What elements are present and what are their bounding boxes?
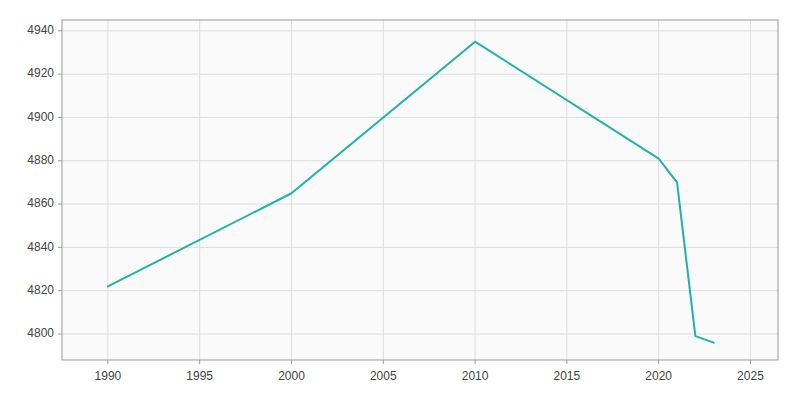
y-tick — [58, 334, 62, 335]
x-tick — [199, 360, 200, 364]
x-tick — [107, 360, 108, 364]
x-tick-label: 2005 — [370, 369, 397, 383]
grid-line-x — [199, 20, 200, 360]
line — [108, 42, 714, 343]
y-tick-label: 4840 — [27, 240, 54, 254]
grid-line-y — [62, 160, 778, 161]
x-tick-label: 2015 — [554, 369, 581, 383]
grid-line-y — [62, 334, 778, 335]
grid-line-x — [750, 20, 751, 360]
grid-line-y — [62, 74, 778, 75]
page: {"chart_data": {"type": "line", "x": [19… — [0, 0, 800, 400]
x-tick-label: 2000 — [278, 369, 305, 383]
x-tick-label: 1995 — [186, 369, 213, 383]
y-tick-label: 4880 — [27, 153, 54, 167]
grid-line-x — [658, 20, 659, 360]
grid-line-x — [566, 20, 567, 360]
x-tick-label: 2020 — [645, 369, 672, 383]
grid-line-y — [62, 247, 778, 248]
plot-frame — [62, 20, 778, 360]
y-tick-label: 4920 — [27, 66, 54, 80]
series — [108, 42, 714, 343]
y-tick — [58, 117, 62, 118]
x-tick — [383, 360, 384, 364]
plot-background — [62, 20, 778, 360]
y-tick-label: 4940 — [27, 23, 54, 37]
y-tick — [58, 247, 62, 248]
y-axis: 4800 4820 4840 4860 4880 4900 4920 4940 — [27, 23, 62, 340]
y-tick-label: 4900 — [27, 110, 54, 124]
grid-line-y — [62, 290, 778, 291]
chart: 4800 4820 4840 4860 4880 4900 4920 4940 1990 1995… — [0, 0, 800, 400]
y-tick-label: 4860 — [27, 196, 54, 210]
grid-line-x — [475, 20, 476, 360]
x-tick-label: 1990 — [95, 369, 122, 383]
grid-line-y — [62, 30, 778, 31]
x-axis: 1990 1995 2000 2005 2010 2015 2020 2025 — [95, 360, 765, 383]
x-tick — [475, 360, 476, 364]
x-tick — [291, 360, 292, 364]
y-tick-label: 4820 — [27, 283, 54, 297]
y-tick — [58, 290, 62, 291]
x-tick — [566, 360, 567, 364]
y-tick — [58, 30, 62, 31]
x-tick — [658, 360, 659, 364]
grid-line-x — [383, 20, 384, 360]
y-tick — [58, 204, 62, 205]
x-tick-label: 2010 — [462, 369, 489, 383]
grid — [62, 20, 778, 360]
y-tick-label: 4800 — [27, 326, 54, 340]
y-tick — [58, 160, 62, 161]
grid-line-y — [62, 204, 778, 205]
grid-line-y — [62, 117, 778, 118]
grid-line-x — [291, 20, 292, 360]
y-tick — [58, 74, 62, 75]
x-tick-label: 2025 — [737, 369, 764, 383]
grid-line-x — [107, 20, 108, 360]
x-tick — [750, 360, 751, 364]
